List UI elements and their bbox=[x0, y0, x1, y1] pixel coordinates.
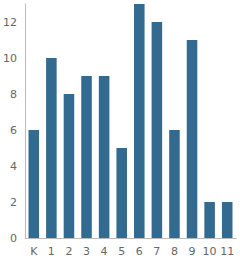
svg-text:5: 5 bbox=[118, 245, 125, 258]
svg-text:9: 9 bbox=[189, 245, 196, 258]
svg-text:2: 2 bbox=[65, 245, 72, 258]
svg-text:6: 6 bbox=[136, 245, 143, 258]
svg-text:8: 8 bbox=[171, 245, 178, 258]
svg-text:12: 12 bbox=[3, 16, 17, 29]
svg-text:11: 11 bbox=[220, 245, 234, 258]
svg-text:7: 7 bbox=[153, 245, 160, 258]
svg-text:4: 4 bbox=[10, 160, 17, 173]
svg-text:10: 10 bbox=[3, 52, 17, 65]
svg-text:K: K bbox=[30, 245, 38, 258]
svg-text:6: 6 bbox=[10, 124, 17, 137]
svg-text:3: 3 bbox=[83, 245, 90, 258]
svg-text:4: 4 bbox=[101, 245, 108, 258]
svg-text:0: 0 bbox=[10, 232, 17, 245]
svg-text:2: 2 bbox=[10, 196, 17, 209]
svg-text:10: 10 bbox=[203, 245, 217, 258]
svg-text:1: 1 bbox=[48, 245, 55, 258]
svg-text:8: 8 bbox=[10, 88, 17, 101]
